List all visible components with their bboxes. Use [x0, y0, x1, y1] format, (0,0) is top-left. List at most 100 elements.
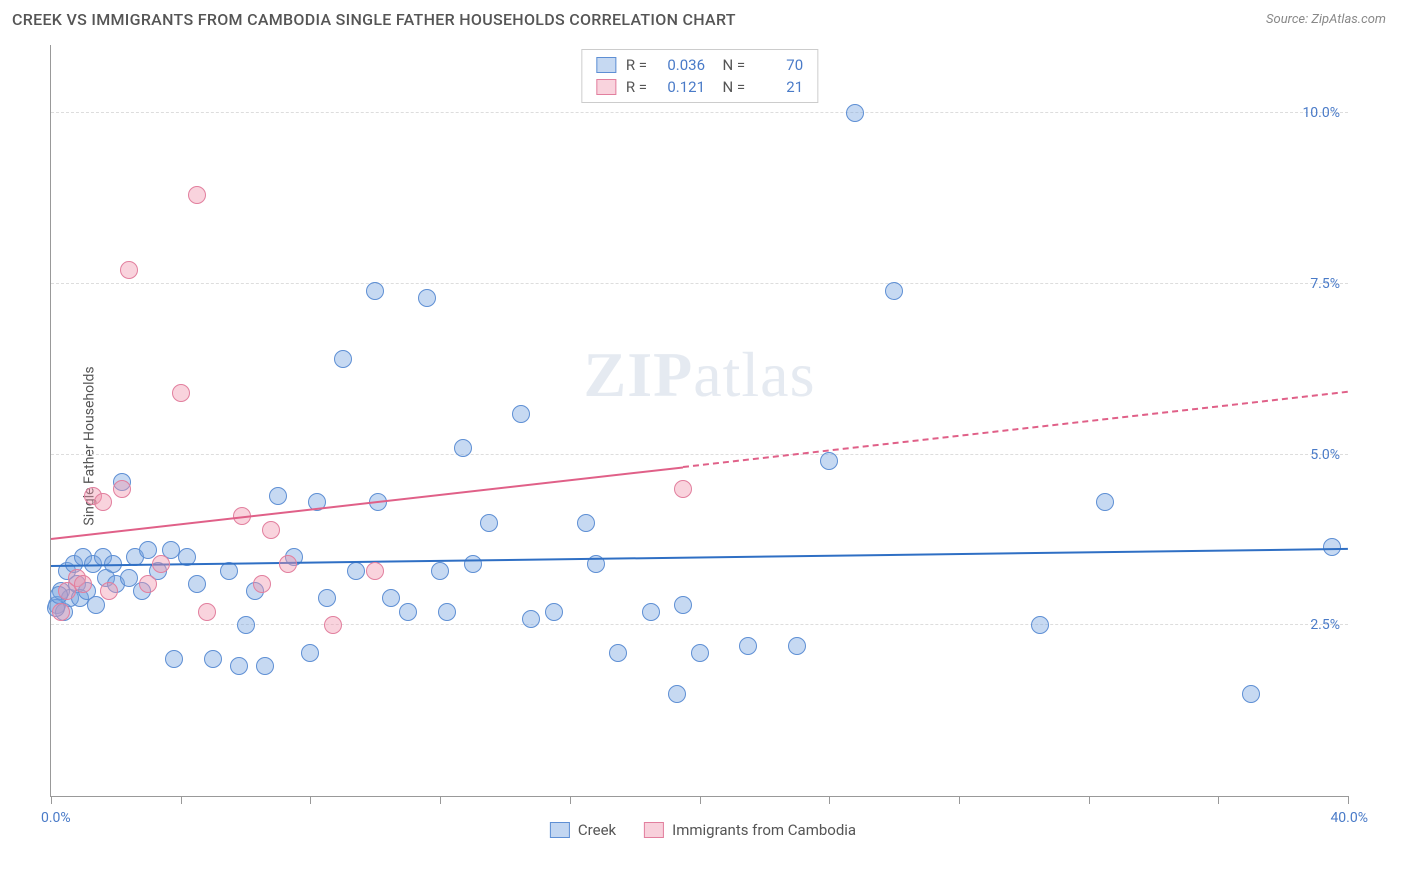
- scatter-point: [788, 637, 806, 655]
- scatter-point: [165, 650, 183, 668]
- scatter-point: [674, 596, 692, 614]
- stat-label: R =: [626, 78, 647, 96]
- scatter-point: [609, 644, 627, 662]
- scatter-point: [52, 603, 70, 621]
- y-tick-label: 7.5%: [1310, 276, 1340, 292]
- scatter-point: [438, 603, 456, 621]
- x-tick-mark: [700, 796, 701, 804]
- scatter-point: [674, 480, 692, 498]
- scatter-point: [642, 603, 660, 621]
- stat-label: R =: [626, 56, 647, 74]
- scatter-point: [139, 575, 157, 593]
- scatter-point: [188, 575, 206, 593]
- stats-legend-row: R = 0.036 N = 70: [596, 54, 803, 76]
- scatter-point: [113, 480, 131, 498]
- stats-legend-row: R = 0.121 N = 21: [596, 76, 803, 98]
- stats-legend: R = 0.036 N = 70 R = 0.121 N = 21: [581, 49, 818, 103]
- legend-label: Creek: [578, 821, 616, 839]
- legend-item: Immigrants from Cambodia: [644, 821, 856, 839]
- legend-swatch: [596, 79, 616, 95]
- scatter-point: [382, 589, 400, 607]
- scatter-point: [1096, 493, 1114, 511]
- scatter-point: [301, 644, 319, 662]
- r-value: 0.036: [657, 56, 705, 74]
- gridline: [51, 283, 1348, 284]
- x-min-label: 0.0%: [41, 810, 71, 826]
- scatter-point: [399, 603, 417, 621]
- chart-source: Source: ZipAtlas.com: [1266, 12, 1386, 27]
- scatter-point: [253, 575, 271, 593]
- chart-header: CREEK VS IMMIGRANTS FROM CAMBODIA SINGLE…: [0, 0, 1406, 35]
- n-value: 21: [755, 78, 803, 96]
- scatter-point: [279, 555, 297, 573]
- scatter-point: [318, 589, 336, 607]
- legend-label: Immigrants from Cambodia: [672, 821, 856, 839]
- y-tick-label: 10.0%: [1302, 105, 1340, 121]
- scatter-point: [668, 685, 686, 703]
- stat-label: N =: [715, 56, 745, 74]
- trend-line: [51, 548, 1348, 567]
- scatter-point: [366, 562, 384, 580]
- scatter-point: [577, 514, 595, 532]
- gridline: [51, 112, 1348, 113]
- scatter-point: [545, 603, 563, 621]
- scatter-point: [1242, 685, 1260, 703]
- x-tick-mark: [570, 796, 571, 804]
- scatter-point: [188, 186, 206, 204]
- legend-swatch: [550, 822, 570, 838]
- gridline: [51, 454, 1348, 455]
- legend-item: Creek: [550, 821, 616, 839]
- scatter-point: [269, 487, 287, 505]
- scatter-point: [94, 493, 112, 511]
- trend-line: [683, 391, 1348, 468]
- chart-title: CREEK VS IMMIGRANTS FROM CAMBODIA SINGLE…: [12, 10, 736, 29]
- x-tick-mark: [1348, 796, 1349, 804]
- x-max-label: 40.0%: [1330, 810, 1368, 826]
- scatter-point: [885, 282, 903, 300]
- series-legend: Creek Immigrants from Cambodia: [550, 821, 856, 839]
- scatter-point: [1031, 616, 1049, 634]
- r-value: 0.121: [657, 78, 705, 96]
- x-tick-mark: [1218, 796, 1219, 804]
- scatter-point: [512, 405, 530, 423]
- scatter-point: [1323, 538, 1341, 556]
- x-tick-mark: [959, 796, 960, 804]
- scatter-point: [74, 575, 92, 593]
- scatter-point: [454, 439, 472, 457]
- x-tick-mark: [1089, 796, 1090, 804]
- scatter-point: [256, 657, 274, 675]
- x-tick-mark: [181, 796, 182, 804]
- scatter-point: [172, 384, 190, 402]
- scatter-point: [347, 562, 365, 580]
- x-tick-mark: [829, 796, 830, 804]
- scatter-point: [522, 610, 540, 628]
- stat-label: N =: [715, 78, 745, 96]
- y-tick-label: 5.0%: [1310, 447, 1340, 463]
- scatter-point: [464, 555, 482, 573]
- scatter-point: [120, 261, 138, 279]
- scatter-point: [366, 282, 384, 300]
- legend-swatch: [644, 822, 664, 838]
- x-tick-mark: [440, 796, 441, 804]
- scatter-point: [691, 644, 709, 662]
- scatter-point: [237, 616, 255, 634]
- scatter-point: [204, 650, 222, 668]
- scatter-point: [739, 637, 757, 655]
- scatter-point: [100, 582, 118, 600]
- scatter-point: [324, 616, 342, 634]
- legend-swatch: [596, 57, 616, 73]
- y-tick-label: 2.5%: [1310, 617, 1340, 633]
- n-value: 70: [755, 56, 803, 74]
- chart-container: Single Father Households ZIPatlas R =0.0…: [0, 35, 1406, 857]
- scatter-point: [846, 104, 864, 122]
- x-tick-mark: [310, 796, 311, 804]
- watermark: ZIPatlas: [584, 338, 816, 412]
- scatter-point: [152, 555, 170, 573]
- scatter-point: [262, 521, 280, 539]
- plot-area: ZIPatlas R = 0.036 N = 70 R = 0.121 N = 21 2.…: [50, 45, 1348, 797]
- scatter-point: [418, 289, 436, 307]
- scatter-point: [820, 452, 838, 470]
- scatter-point: [87, 596, 105, 614]
- scatter-point: [334, 350, 352, 368]
- scatter-point: [198, 603, 216, 621]
